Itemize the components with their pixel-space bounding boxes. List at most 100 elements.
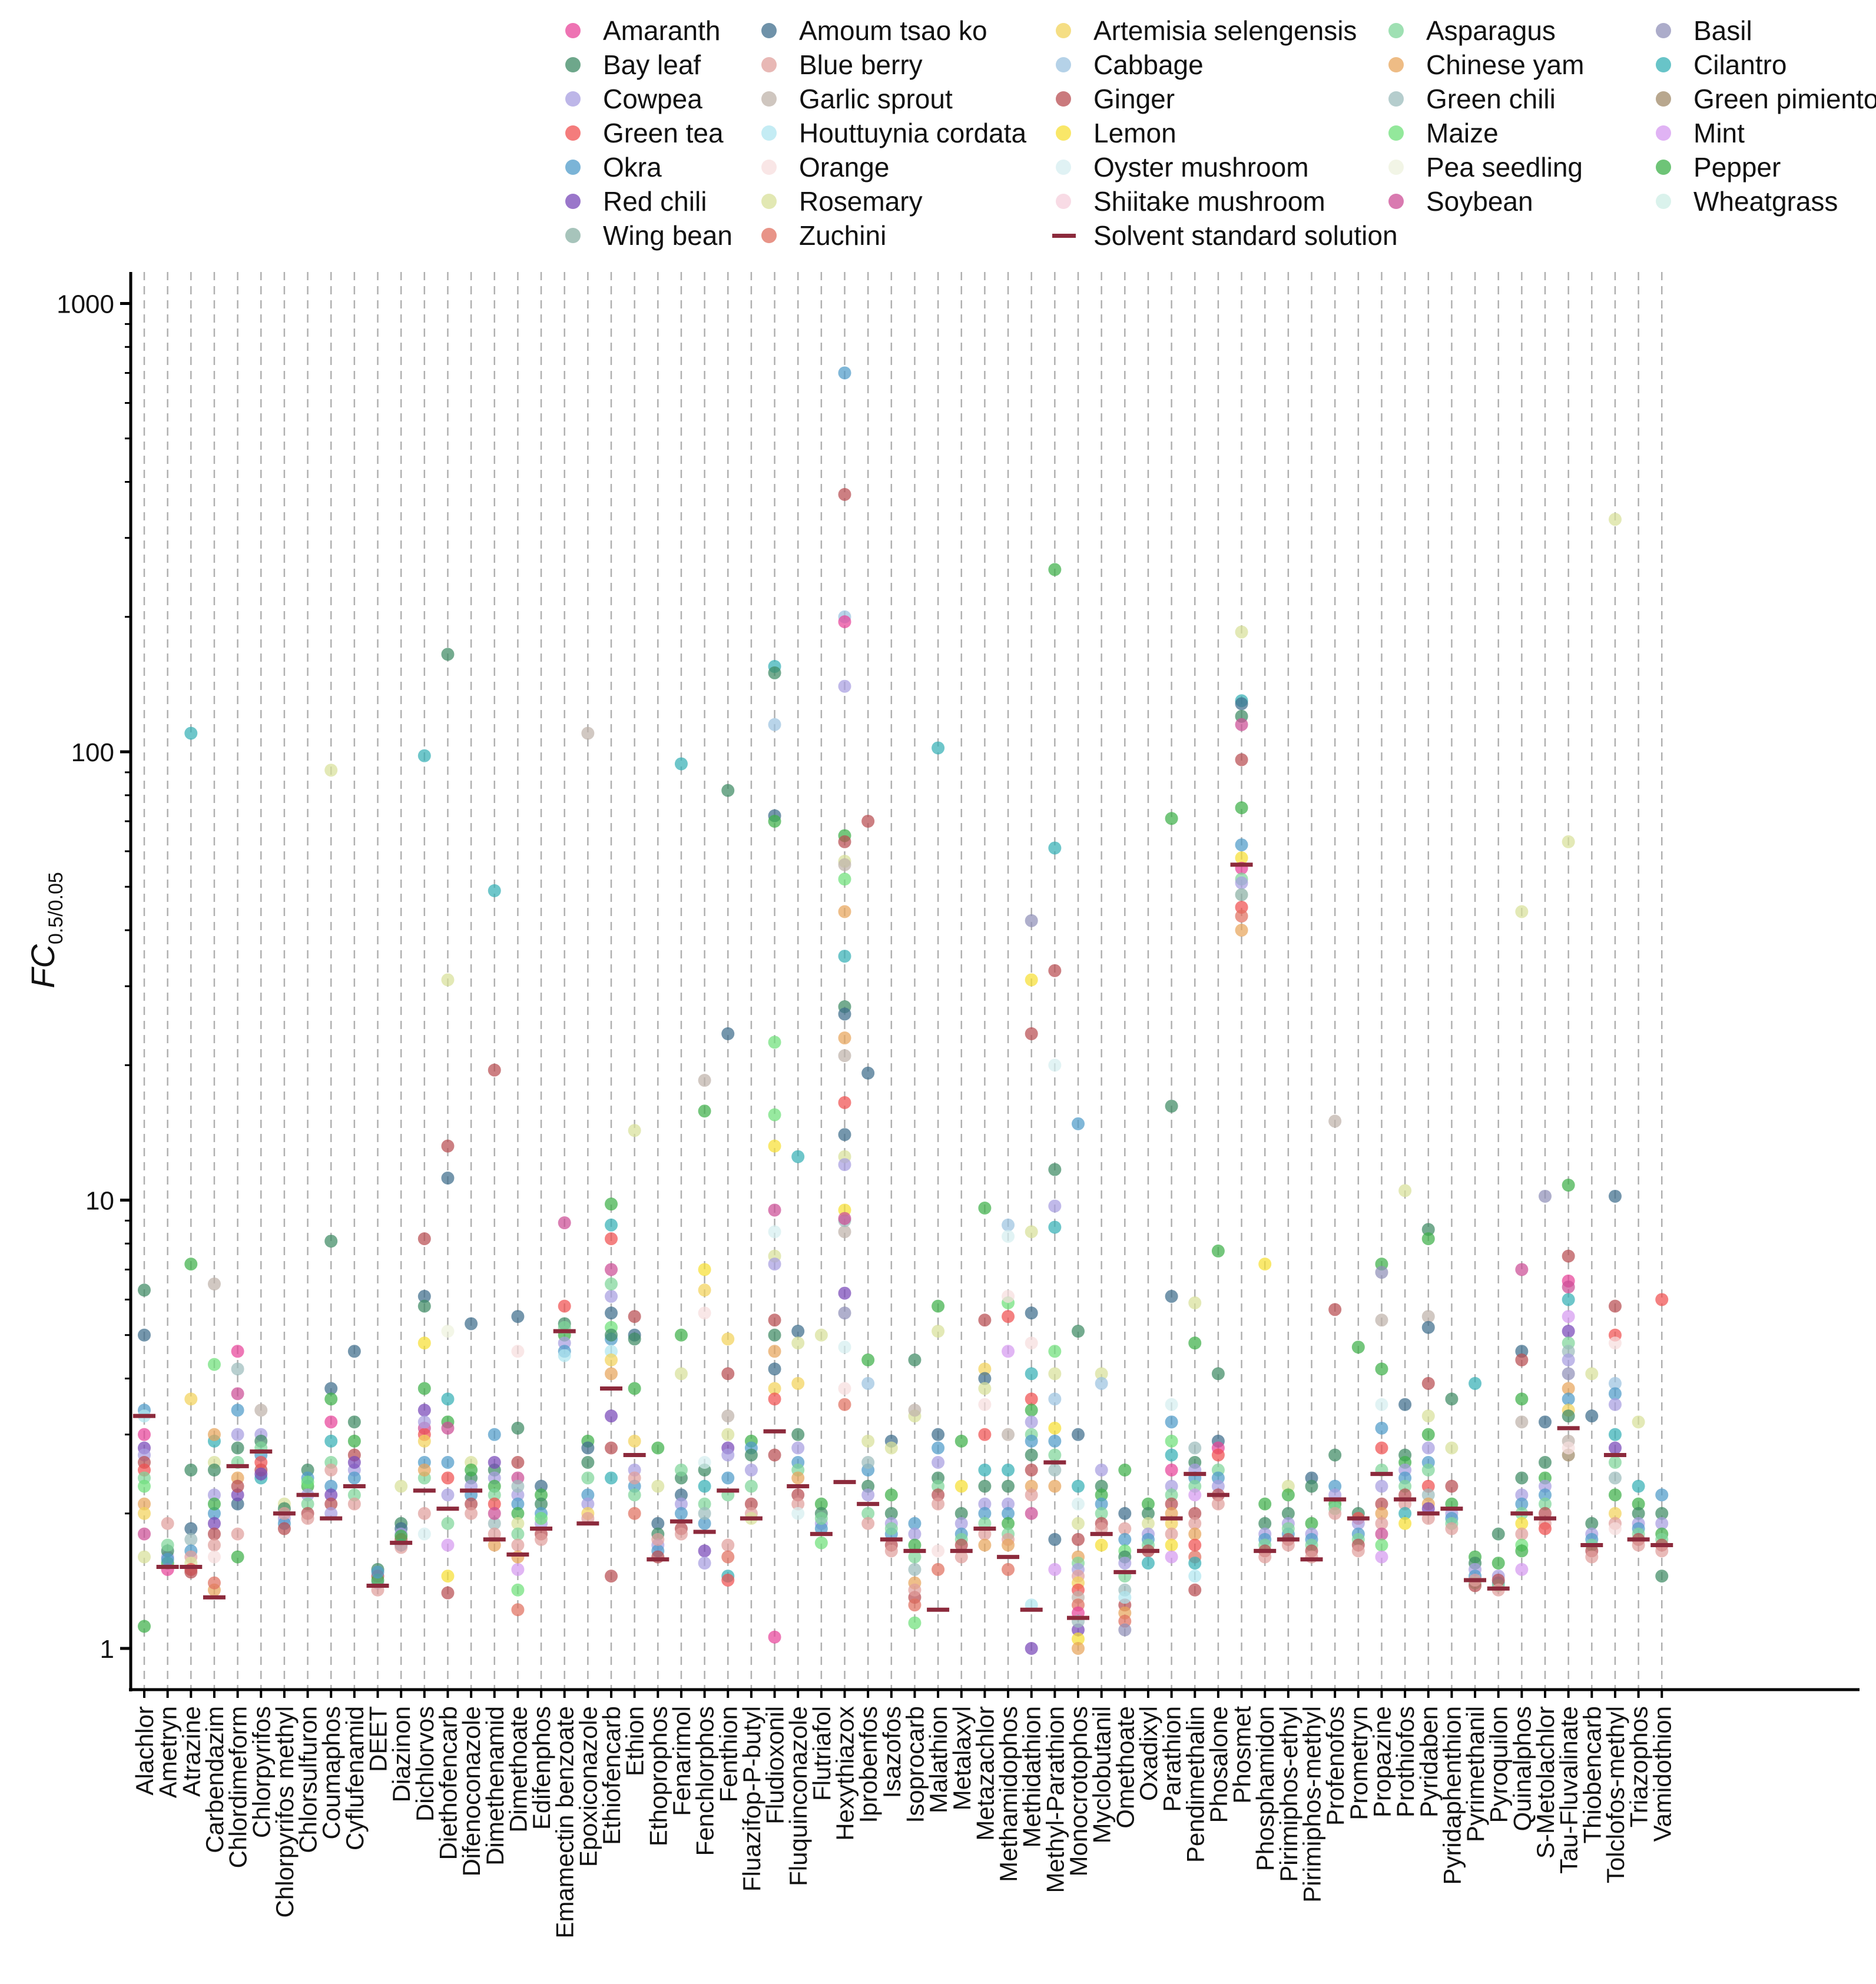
x-tick-label: Omethoate [1111, 1706, 1139, 1829]
data-point [698, 1306, 711, 1320]
x-tick-label: Phosmet [1228, 1706, 1256, 1804]
data-point [768, 1203, 781, 1217]
x-tick-label: Pirimiphos-ethyl [1275, 1706, 1302, 1882]
data-point [1095, 1376, 1108, 1390]
data-point [768, 1362, 781, 1376]
data-point [161, 1552, 174, 1566]
data-point [768, 1258, 781, 1271]
data-point [417, 1527, 431, 1541]
data-point [1025, 1367, 1038, 1381]
data-point [301, 1512, 314, 1525]
data-point [207, 1488, 221, 1502]
data-point [791, 1428, 805, 1441]
data-point [1539, 1415, 1552, 1429]
data-point [231, 1345, 244, 1358]
data-point [1351, 1544, 1365, 1558]
data-point [1515, 1517, 1529, 1530]
legend-marker [1056, 23, 1071, 38]
data-point [838, 1049, 851, 1063]
data-point [1165, 1550, 1178, 1564]
data-point [768, 718, 781, 731]
data-point [254, 1455, 268, 1469]
data-point [861, 814, 875, 828]
data-point [1608, 1428, 1622, 1441]
data-point [1165, 1415, 1178, 1429]
data-point [347, 1345, 361, 1358]
legend-item: Lemon [1056, 117, 1176, 150]
data-point [861, 1488, 875, 1502]
data-point [1539, 1488, 1552, 1502]
data-point [441, 1538, 455, 1552]
data-point [1398, 1398, 1412, 1411]
x-tick-label: Epoxiconazole [574, 1706, 602, 1867]
data-point [441, 1586, 455, 1600]
data-point [814, 1328, 828, 1342]
data-point [884, 1507, 898, 1520]
data-point [628, 1488, 641, 1502]
data-point [978, 1538, 992, 1552]
data-point [395, 1479, 408, 1493]
data-point [884, 1544, 898, 1558]
legend-label: Blue berry [799, 49, 923, 80]
data-point [1562, 1293, 1575, 1306]
data-point [1562, 1382, 1575, 1395]
data-point [441, 1488, 455, 1502]
data-point [605, 1471, 618, 1485]
legend-marker [1056, 57, 1071, 72]
data-point [814, 1522, 828, 1535]
legend-item: Orange [761, 151, 889, 184]
data-point [954, 1550, 968, 1564]
data-point [1305, 1517, 1318, 1530]
legend-label: Wheatgrass [1693, 186, 1838, 217]
data-point [1421, 1321, 1435, 1334]
data-point [184, 1258, 198, 1271]
data-point [838, 872, 851, 886]
data-point [138, 1507, 151, 1520]
data-point [488, 1497, 501, 1511]
data-point [1375, 1362, 1388, 1376]
data-point [324, 1434, 338, 1448]
data-point [1632, 1497, 1645, 1511]
data-point [254, 1404, 268, 1417]
data-point [511, 1310, 525, 1323]
data-point [721, 1574, 735, 1587]
data-point [978, 1313, 992, 1327]
data-point [605, 1218, 618, 1232]
legend-marker [761, 23, 777, 38]
legend-marker [1056, 91, 1071, 107]
legend-label: Green pimiento [1693, 84, 1876, 114]
data-point [978, 1202, 992, 1215]
data-point [1002, 1289, 1015, 1303]
data-point [838, 1382, 851, 1395]
data-point [768, 1225, 781, 1239]
data-point [838, 487, 851, 501]
x-tick-label: Methidathion [1018, 1706, 1046, 1848]
data-point [1188, 1517, 1202, 1530]
legend-label: Amaranth [603, 15, 721, 46]
legend-marker [1388, 23, 1404, 38]
legend-marker [1388, 194, 1404, 209]
data-point [1608, 513, 1622, 526]
data-point [535, 1532, 548, 1546]
data-point [1072, 1642, 1085, 1655]
legend-marker [1388, 57, 1404, 72]
data-point [1025, 1027, 1038, 1040]
data-point [1165, 1497, 1178, 1511]
legend-label: Oyster mushroom [1093, 152, 1309, 183]
data-point [605, 1570, 618, 1583]
data-point [1118, 1591, 1132, 1604]
legend-label: Green tea [603, 118, 724, 148]
x-tick-label: Ametryn [154, 1706, 182, 1798]
data-point [1165, 812, 1178, 825]
data-point [1608, 1398, 1622, 1411]
data-point [1235, 718, 1248, 731]
data-point [347, 1434, 361, 1448]
legend-marker [761, 160, 777, 175]
legend-item: Basil [1656, 14, 1752, 47]
legend-item: Artemisia selengensis [1056, 14, 1357, 47]
data-point [698, 1263, 711, 1276]
x-tick-label: Isazofos [878, 1706, 906, 1798]
data-point [1328, 1114, 1342, 1128]
legend-item: Wing bean [565, 219, 732, 252]
data-point [1165, 1488, 1178, 1502]
